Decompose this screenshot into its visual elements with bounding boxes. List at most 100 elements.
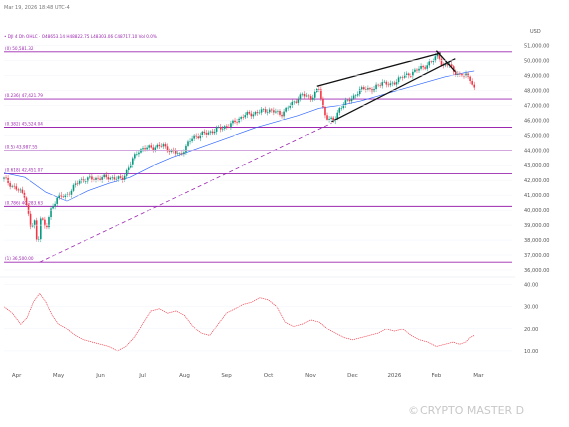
- candle-body: [91, 176, 93, 180]
- wedge-trendline[interactable]: [435, 50, 456, 73]
- candle-body: [46, 225, 48, 228]
- candle-body: [281, 114, 283, 117]
- candle-body: [101, 177, 103, 180]
- candle-body: [76, 183, 79, 185]
- candle-body: [13, 185, 16, 187]
- candle-body: [176, 153, 179, 154]
- rsi-tick-label: 10.00: [524, 349, 538, 355]
- candle-body: [438, 53, 441, 59]
- candle-body: [399, 77, 402, 78]
- candle-body: [223, 126, 226, 129]
- candle-body: [107, 177, 110, 180]
- candle-body: [275, 111, 277, 113]
- candle-body: [434, 56, 437, 61]
- time-tick-label: 2026: [387, 373, 401, 379]
- candle-body: [268, 109, 271, 113]
- candle-body: [260, 109, 263, 113]
- rsi-tick-label: 20.00: [524, 327, 538, 333]
- candle-body: [236, 122, 238, 123]
- candle-body: [422, 66, 424, 68]
- candle-body: [95, 177, 97, 180]
- price-tick-label: 44,000.00: [524, 148, 549, 154]
- wedge-trendline[interactable]: [316, 52, 441, 87]
- candle-body: [201, 131, 204, 136]
- candle-body: [144, 148, 146, 150]
- time-tick-label: Dec: [347, 373, 358, 379]
- candle-body: [3, 177, 5, 179]
- candle-body: [297, 99, 300, 103]
- candle-body: [471, 81, 473, 85]
- candle-body: [360, 87, 363, 90]
- header-date: Mar 19, 2026 18:48 UTC-4: [4, 5, 70, 11]
- candle-body: [197, 136, 200, 139]
- candle-body: [29, 213, 32, 227]
- candle-body: [25, 197, 28, 206]
- candle-body: [405, 73, 408, 75]
- price-tick-label: 48,000.00: [524, 88, 549, 94]
- candle-body: [346, 99, 349, 101]
- candle-body: [127, 167, 130, 170]
- candle-body: [338, 108, 341, 113]
- candle-body: [363, 87, 365, 90]
- rsi-pane[interactable]: [3, 292, 475, 352]
- axes: 51,000.00 50,000.00 49,000.00 48,000.00 47,0…: [0, 29, 549, 379]
- candle-body: [109, 177, 112, 180]
- candle-body: [244, 115, 247, 118]
- candle-body: [305, 95, 308, 97]
- candle-body: [205, 133, 208, 135]
- rsi-line: [3, 292, 475, 352]
- candle-body: [262, 109, 265, 110]
- candle-body: [209, 131, 212, 133]
- copyright-icon: ©: [408, 404, 419, 417]
- time-tick-label: Jun: [95, 373, 105, 379]
- candle-body: [465, 73, 467, 76]
- level-label: (0) 50,581.32: [5, 46, 34, 51]
- candle-body: [123, 175, 126, 180]
- candle-body: [211, 131, 214, 134]
- candle-body: [140, 149, 142, 153]
- candle-body: [313, 91, 316, 98]
- candle-body: [54, 203, 56, 207]
- candle-body: [393, 82, 396, 85]
- dashed-trendline[interactable]: [39, 122, 332, 263]
- candle-body: [42, 218, 44, 220]
- candle-body: [64, 194, 67, 198]
- candle-body: [266, 112, 269, 113]
- header-ohlc: • DJI 4 Dh OHLC · O48653.14 H48822.75 L4…: [4, 34, 157, 39]
- candle-body: [162, 144, 165, 147]
- candle-body: [103, 174, 105, 178]
- moving-average-line: [3, 70, 475, 202]
- candle-body: [39, 218, 42, 240]
- rsi-tick-label: 30.00: [524, 305, 538, 311]
- candle-body: [381, 82, 384, 86]
- price-tick-label: 41,000.00: [524, 193, 549, 199]
- candle-body: [70, 190, 73, 195]
- candle-body: [50, 208, 52, 218]
- candle-body: [183, 152, 185, 155]
- candle-body: [44, 219, 46, 226]
- candle-body: [295, 101, 298, 103]
- candle-body: [367, 88, 369, 90]
- candle-body: [442, 65, 445, 66]
- candle-body: [455, 71, 457, 75]
- price-tick-label: 47,000.00: [524, 103, 549, 109]
- candle-body: [187, 141, 189, 146]
- candle-body: [174, 150, 177, 154]
- candle-body: [213, 131, 216, 134]
- candle-body: [461, 74, 463, 76]
- candle-body: [248, 112, 251, 114]
- candle-body: [328, 118, 330, 120]
- candle-body: [336, 112, 339, 120]
- candle-body: [52, 206, 54, 209]
- price-tick-label: 50,000.00: [524, 58, 549, 64]
- candle-body: [450, 64, 453, 67]
- candle-body: [234, 120, 236, 123]
- candle-body: [199, 135, 202, 139]
- candle-body: [303, 94, 306, 97]
- candle-body: [299, 94, 302, 100]
- candle-body: [354, 95, 357, 97]
- candle-body: [365, 89, 367, 90]
- candle-body: [121, 177, 124, 180]
- candle-body: [322, 98, 324, 108]
